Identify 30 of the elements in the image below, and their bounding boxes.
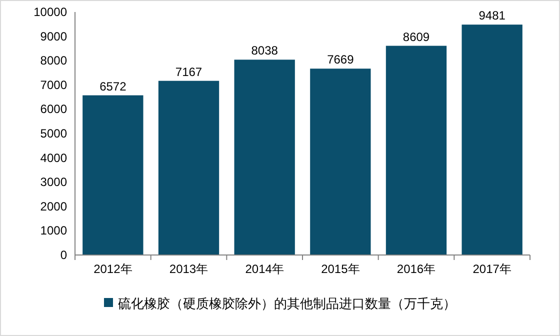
y-tick-label: 10000 — [34, 5, 68, 19]
y-tick-label: 0 — [60, 248, 68, 262]
bar — [158, 80, 220, 255]
y-tick-label: 3000 — [40, 175, 68, 190]
legend-label: 硫化橡胶（硬质橡胶除外）的其他制品进口数量（万千克） — [118, 296, 456, 311]
data-label: 6572 — [100, 79, 127, 94]
x-tick-label: 2015年 — [321, 262, 360, 276]
data-label: 7167 — [175, 64, 202, 79]
y-tick-label: 5000 — [40, 126, 68, 140]
x-tick-label: 2013年 — [169, 262, 208, 276]
x-tick-label: 2017年 — [472, 262, 512, 276]
x-tick-label: 2014年 — [245, 262, 284, 276]
data-label: 9481 — [478, 8, 506, 23]
bar — [386, 46, 447, 255]
y-tick-label: 1000 — [40, 224, 68, 238]
y-tick-label: 6000 — [40, 102, 68, 116]
y-tick-label: 8000 — [40, 54, 68, 68]
y-tick-label: 9000 — [40, 29, 68, 44]
bar — [234, 60, 295, 255]
y-tick-label: 7000 — [40, 78, 68, 92]
data-label: 8609 — [402, 30, 430, 44]
x-tick-label: 2012年 — [94, 262, 132, 276]
data-label: 7669 — [327, 52, 354, 67]
y-tick-label: 2000 — [40, 199, 68, 214]
bar — [462, 24, 522, 255]
x-tick-label: 2016年 — [396, 262, 436, 276]
bar — [82, 95, 144, 255]
data-label: 8038 — [251, 44, 278, 58]
bar — [310, 68, 371, 255]
y-tick-label: 4000 — [40, 150, 68, 165]
